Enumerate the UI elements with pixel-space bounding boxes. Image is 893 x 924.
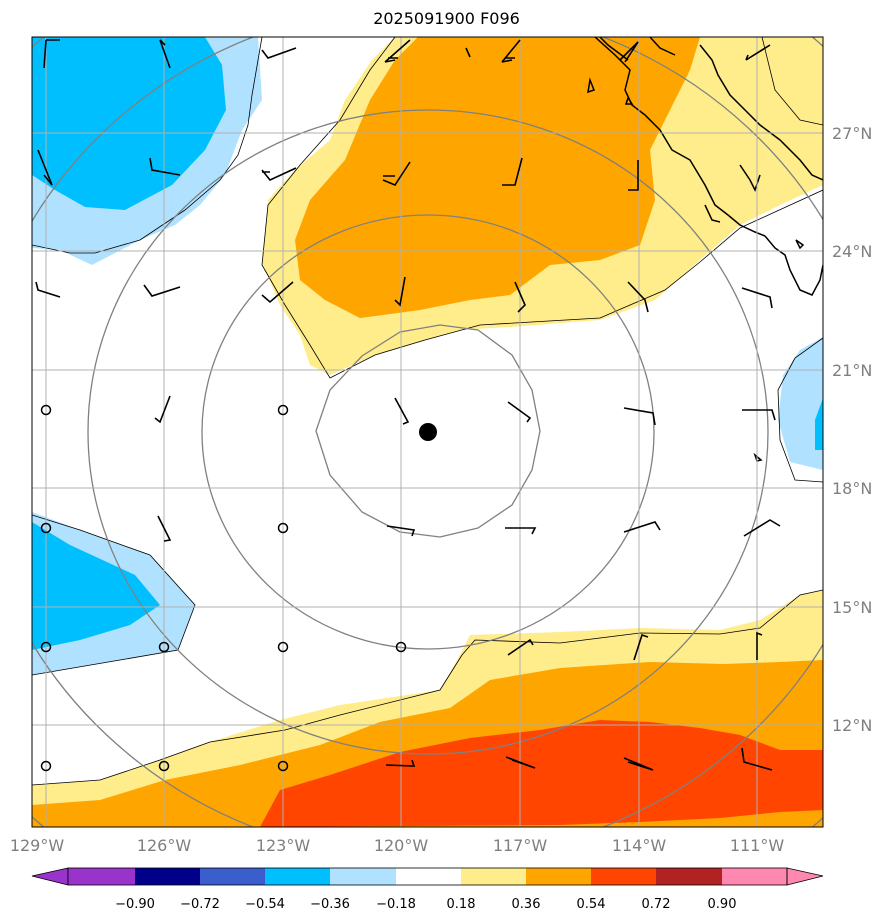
lon-label: 117°W <box>493 836 548 855</box>
map-title: 2025091900 F096 <box>373 9 520 28</box>
colorbar-segment <box>461 868 526 885</box>
wind-barbs <box>35 39 781 771</box>
colorbar-segment <box>656 868 722 885</box>
lat-label: 18°N <box>832 479 872 498</box>
lon-label: 123°W <box>256 836 311 855</box>
colorbar-segment <box>200 868 265 885</box>
calm-circles <box>40 404 407 772</box>
coastline <box>587 37 823 462</box>
lon-label: 111°W <box>730 836 785 855</box>
colorbar-extend-low <box>31 867 69 886</box>
colorbar-label: −0.18 <box>376 897 416 912</box>
lat-label: 21°N <box>832 361 872 380</box>
colorbar-label: 0.72 <box>642 897 671 912</box>
colorbar-segment <box>722 868 787 885</box>
lat-label: 24°N <box>832 242 872 261</box>
colorbar-label: 0.90 <box>708 897 737 912</box>
latitude-labels: 27°N 24°N 21°N 18°N 15°N 12°N <box>832 124 872 735</box>
colorbar-label: 0.36 <box>512 897 541 912</box>
lon-label: 126°W <box>137 836 192 855</box>
lon-label: 114°W <box>612 836 667 855</box>
colorbar-label: −0.72 <box>180 897 220 912</box>
map-frame <box>31 36 824 828</box>
contour-lines <box>32 37 823 786</box>
colorbar-segment <box>396 868 461 885</box>
storm-center-dot <box>419 423 437 441</box>
colorbar-label: −0.54 <box>245 897 285 912</box>
lat-label: 12°N <box>832 716 872 735</box>
colorbar-label: 0.18 <box>447 897 476 912</box>
colorbar-frame <box>67 867 788 886</box>
longitude-labels: 129°W 126°W 123°W 120°W 117°W 114°W 111°… <box>10 836 785 855</box>
colorbar-label: −0.90 <box>115 897 155 912</box>
colorbar-segment <box>265 868 330 885</box>
colorbar-segment <box>135 868 200 885</box>
colorbar-segment <box>591 868 656 885</box>
colorbar-label: −0.36 <box>310 897 350 912</box>
gridlines <box>32 37 823 827</box>
colorbar-segment <box>526 868 591 885</box>
lon-label: 120°W <box>374 836 429 855</box>
lat-label: 15°N <box>832 598 872 617</box>
colorbar: −0.90 −0.72 −0.54 −0.36 −0.18 0.18 0.36 … <box>31 867 824 912</box>
colorbar-extend-high <box>786 867 824 886</box>
colorbar-segment <box>68 868 135 885</box>
lat-label: 27°N <box>832 124 872 143</box>
lon-label: 129°W <box>10 836 65 855</box>
colorbar-segment <box>330 868 396 885</box>
colorbar-label: 0.54 <box>577 897 606 912</box>
